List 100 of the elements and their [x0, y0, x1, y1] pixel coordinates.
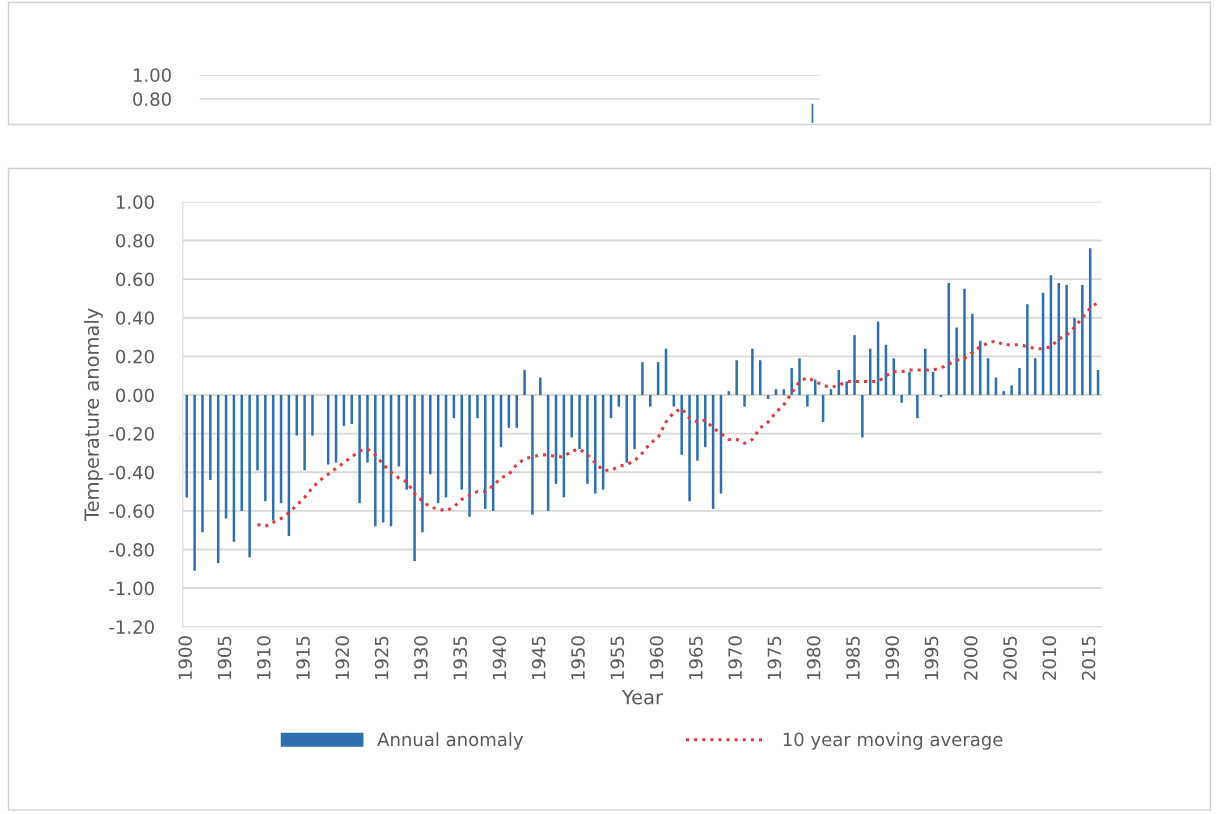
x-tick-label: 1970	[728, 636, 742, 680]
bar	[374, 395, 377, 527]
bar	[484, 395, 487, 509]
x-tick-label: 1965	[688, 636, 703, 680]
legend-label: 10 year moving average	[783, 732, 1003, 750]
x-axis-title: Year	[621, 690, 663, 705]
x-tick-label: 1935	[453, 636, 467, 680]
bar	[1073, 317, 1076, 396]
x-tick-label: 1940	[492, 636, 507, 680]
bar	[758, 360, 762, 396]
bar	[735, 360, 738, 396]
bar	[680, 395, 683, 455]
bar	[1010, 385, 1013, 396]
bar	[1065, 284, 1068, 396]
bar	[641, 362, 644, 396]
bar	[539, 377, 542, 396]
x-tick-label: 1905	[217, 636, 232, 680]
bar	[468, 395, 471, 517]
bar	[751, 348, 754, 396]
bar	[366, 395, 369, 463]
bar	[523, 369, 526, 396]
legend-label: Annual anomaly	[377, 732, 524, 750]
bar	[971, 313, 974, 396]
y-tick-label: -0.40	[109, 465, 154, 480]
bar	[861, 395, 864, 438]
x-tick-label: 1910	[256, 636, 271, 680]
bar	[193, 395, 196, 571]
y-tick-label: 0.20	[116, 349, 154, 364]
bar	[1026, 304, 1029, 396]
x-tick-label: 1900	[178, 636, 193, 680]
bar	[798, 358, 801, 396]
bar	[806, 395, 809, 407]
x-tick-label: 1920	[335, 636, 350, 680]
y-tick-label: 0.60	[116, 272, 154, 287]
y-tick-label: -0.20	[109, 427, 154, 441]
x-tick-label: 1915	[296, 636, 310, 680]
bar	[413, 395, 416, 562]
bar	[421, 395, 424, 533]
bar	[578, 395, 581, 450]
bar	[955, 327, 958, 396]
x-tick-label: 1960	[649, 636, 664, 680]
x-tick-label: 1995	[924, 636, 939, 680]
bar	[916, 395, 919, 419]
bar	[350, 395, 354, 424]
y-tick-label: 0.40	[116, 311, 154, 325]
bar	[625, 395, 628, 463]
y-tick-label: 0.80	[133, 92, 171, 107]
x-tick-label: 1975	[767, 636, 782, 680]
bar	[476, 395, 479, 419]
x-tick-label: 1925	[374, 636, 389, 680]
bar	[358, 395, 361, 504]
y-tick-label: 1.00	[133, 68, 171, 82]
y-axis-title: Temperature anomaly	[83, 308, 103, 521]
bar	[531, 395, 534, 515]
bar	[963, 288, 966, 396]
bar	[696, 395, 699, 461]
bar	[688, 395, 691, 502]
bar	[209, 395, 212, 480]
bar	[264, 395, 267, 502]
bar	[900, 395, 903, 403]
x-tick-label: 1990	[885, 636, 900, 680]
line-series	[255, 300, 1100, 528]
y-tick-label: -0.60	[109, 504, 154, 519]
y-tick-label: 1.00	[116, 195, 154, 209]
bar	[1018, 367, 1021, 396]
bar	[570, 395, 573, 438]
bar	[704, 395, 707, 448]
bar	[853, 335, 856, 396]
x-tick-label: 2005	[1003, 636, 1017, 680]
bar	[790, 367, 793, 396]
x-tick-label: 1985	[846, 636, 860, 680]
bar	[633, 395, 636, 450]
bar	[743, 395, 746, 407]
x-tick-label: 2015	[1081, 636, 1096, 680]
x-tick-label: 1945	[531, 636, 546, 680]
bar	[248, 395, 251, 558]
y-tick-label: -1.20	[109, 620, 154, 634]
bar	[405, 395, 408, 490]
bar	[1081, 284, 1084, 396]
bar	[594, 395, 597, 494]
x-tick-label: 2010	[1042, 636, 1057, 680]
bar	[586, 395, 589, 484]
bar	[256, 395, 259, 471]
bar	[429, 395, 432, 475]
bar	[201, 395, 204, 533]
x-tick-label: 1955	[610, 636, 625, 680]
bar	[515, 395, 518, 428]
bar	[908, 371, 911, 396]
x-tick-label: 1930	[414, 636, 428, 680]
y-tick-label: 0.80	[116, 233, 154, 248]
x-tick-label: 2000	[963, 636, 978, 680]
bar	[460, 395, 463, 490]
bar	[303, 395, 306, 471]
bar	[649, 395, 652, 407]
bar	[845, 381, 848, 396]
y-tick-label: -1.00	[109, 581, 154, 596]
x-tick-label: 1950	[571, 636, 585, 680]
y-tick-label: 0.00	[116, 388, 154, 403]
x-tick-label: 1980	[806, 636, 821, 680]
y-tick-label: -0.80	[109, 542, 154, 557]
